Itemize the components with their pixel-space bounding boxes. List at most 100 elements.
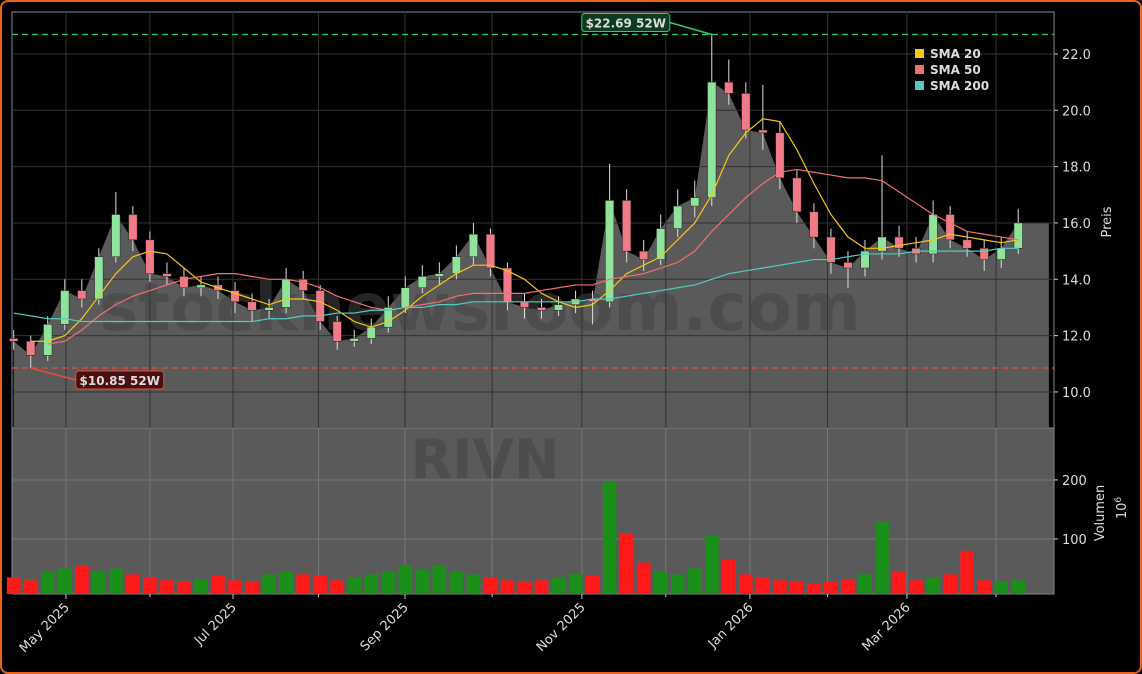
volume-bar (704, 536, 719, 594)
volume-bar (773, 580, 787, 594)
candle-body (162, 273, 172, 277)
legend-swatch (915, 49, 924, 58)
x-tick-label: May 2025 (17, 600, 73, 656)
volume-bar (126, 574, 140, 594)
candle-body (656, 228, 666, 260)
volume-bar (687, 568, 702, 594)
candle-body (111, 214, 121, 258)
y2-tick-label: 200 (1062, 474, 1087, 489)
y2-axis-label: Volumen (1093, 485, 1108, 542)
candle-body (77, 290, 87, 300)
candle-body (298, 279, 308, 291)
volume-bar (636, 562, 651, 594)
volume-bar (517, 581, 532, 594)
x-tick-label: Jul 2025 (191, 600, 240, 649)
volume-bar (330, 580, 345, 594)
volume-bar (228, 580, 242, 594)
candle-body (145, 239, 155, 274)
y-axis-label: Preis (1100, 206, 1115, 237)
annotation-box (581, 13, 671, 33)
candle-body (758, 129, 768, 134)
candle-body (9, 338, 19, 342)
candle-body (843, 262, 853, 269)
candle-body (383, 307, 393, 328)
volume-bar (739, 574, 753, 594)
volume-bar (977, 580, 992, 594)
close-area (13, 82, 1049, 428)
watermark: stocknewsroom.com (99, 269, 861, 346)
candle-body (247, 301, 257, 311)
volume-bar (381, 571, 396, 594)
volume-bar (449, 571, 464, 594)
sma-line (13, 247, 1019, 323)
volume-bar (483, 577, 498, 594)
volume-bar (909, 580, 923, 594)
volume-bar (109, 568, 123, 594)
volume-bar (824, 581, 838, 594)
y-tick-label: 18.0 (1062, 161, 1091, 176)
candle-body (894, 236, 904, 249)
volume-bar (160, 580, 174, 594)
candle-body (94, 256, 104, 300)
x-tick-label: Sep 2025 (358, 600, 412, 654)
y-tick-label: 10.0 (1062, 386, 1091, 401)
y2-scale: 106 (1114, 497, 1130, 520)
volume-bar (245, 581, 259, 594)
volume-bar (1011, 580, 1026, 594)
candle-body (554, 304, 564, 311)
candle-body (485, 233, 495, 269)
legend-swatch (915, 65, 924, 74)
volume-bar (143, 577, 157, 594)
candle-body (962, 239, 972, 249)
candle-body (622, 200, 632, 252)
candle-body (196, 284, 206, 288)
annotation-label: $22.69 52W (586, 17, 666, 31)
volume-bar (313, 575, 327, 594)
volume-bar (364, 574, 379, 594)
sma-line (47, 168, 1019, 345)
candle-body (860, 250, 870, 269)
volume-bar (858, 574, 872, 594)
volume-bar (432, 565, 447, 594)
volume-bar (756, 577, 770, 594)
volume-bar (296, 574, 310, 594)
legend-label: SMA 20 (930, 47, 981, 61)
volume-bar (960, 550, 974, 594)
candle-body (502, 267, 512, 303)
candle-body (877, 236, 887, 252)
candle-body (230, 290, 240, 303)
candle-body (537, 307, 547, 311)
candle-body (60, 290, 70, 325)
candle-body (332, 321, 342, 342)
candle-body (400, 287, 410, 308)
volume-bar (57, 568, 72, 594)
candle-body (468, 233, 478, 258)
volume-bar (279, 571, 293, 594)
volume-bar (994, 581, 1009, 594)
volume-bar (262, 574, 276, 594)
annotation-label: $10.85 52W (80, 374, 160, 388)
candle-body (451, 256, 461, 274)
annotation-box (75, 370, 165, 390)
volume-bar (619, 533, 634, 594)
x-tick-label: Nov 2025 (534, 600, 589, 655)
candle-body (281, 279, 291, 308)
volume-bar (602, 481, 617, 594)
legend-label: SMA 200 (930, 79, 989, 93)
candle-body (979, 248, 989, 260)
candle-body (1013, 222, 1023, 249)
volume-bar (892, 571, 906, 594)
candle-body (724, 81, 734, 94)
candle-body (366, 326, 376, 339)
candle-body (690, 197, 700, 207)
volume-bar (74, 565, 89, 594)
candle-body (605, 200, 615, 303)
candle-body (996, 248, 1006, 260)
volume-bar (568, 574, 583, 594)
volume-bar (790, 581, 804, 594)
volume-bar (670, 574, 685, 594)
candle-body (315, 290, 325, 322)
volume-bar (347, 577, 362, 594)
candle-body (741, 93, 751, 131)
legend-swatch (915, 81, 924, 90)
